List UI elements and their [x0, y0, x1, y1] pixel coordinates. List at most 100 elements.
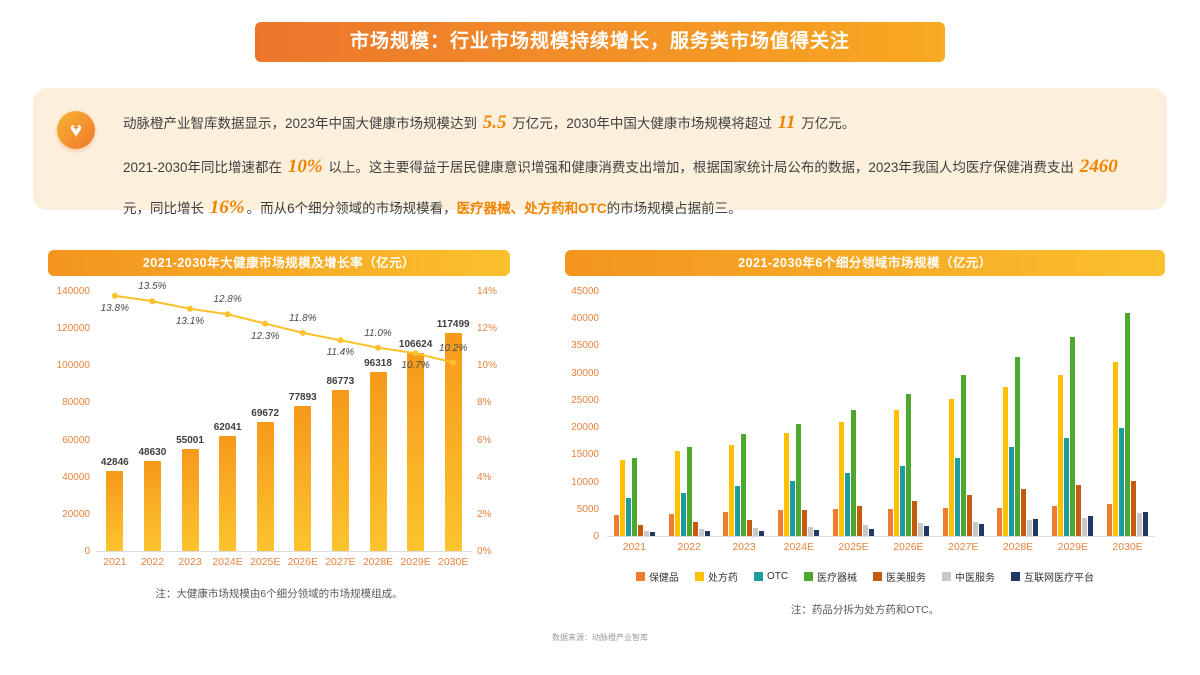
- line-marker: [450, 359, 457, 366]
- y-axis-tick-label: 0%: [477, 546, 492, 557]
- growth-rate-label: 13.1%: [175, 315, 205, 327]
- bar-医疗器械: [796, 423, 802, 536]
- bar-保健品: [887, 508, 893, 536]
- x-axis-tick-label: 2026E: [287, 556, 318, 568]
- chart1-title: 2021-2030年大健康市场规模及增长率（亿元）: [48, 250, 510, 276]
- y-axis-tick-label: 25000: [571, 394, 599, 406]
- bar-保健品: [833, 509, 839, 536]
- body-text: 2021-2030年同比增速都在: [123, 159, 286, 175]
- bar-保健品: [613, 514, 619, 536]
- x-axis-tick-label: 2025E: [250, 556, 281, 568]
- bar-医疗器械: [741, 433, 747, 536]
- y-axis-tick-label: 0: [84, 546, 90, 557]
- plus-glyph: +: [72, 122, 80, 135]
- heart-glyph: ♥: [69, 118, 83, 142]
- x-axis-tick-label: 2023: [732, 541, 756, 553]
- bar-处方药: [893, 410, 899, 536]
- bar-处方药: [784, 432, 790, 536]
- legend-label: 互联网医疗平台: [1024, 573, 1095, 584]
- bar-保健品: [942, 508, 948, 536]
- x-axis-tick-label: 2028E: [362, 556, 394, 568]
- x-axis-tick-label: 2030E: [1112, 541, 1143, 553]
- charts-row: 2021-2030年大健康市场规模及增长率（亿元） 0 20000 40000 600…: [48, 250, 1165, 617]
- legend-label: 医美服务: [886, 573, 927, 584]
- heart-plus-icon: ♥ +: [57, 111, 95, 149]
- bar-value-label: 69672: [251, 407, 280, 419]
- bar-group-2029E: [1045, 336, 1100, 536]
- bar-处方药: [1058, 374, 1064, 536]
- bar-中医服务: [1082, 518, 1088, 536]
- x-axis-tick-label: 2029E: [1057, 541, 1088, 553]
- growth-rate-label: 10.2%: [439, 342, 468, 354]
- bar-2023: [181, 448, 199, 551]
- summary-paragraph-1: 动脉橙产业智库数据显示，2023年中国大健康市场规模达到 5.5 万亿元，203…: [123, 103, 1137, 144]
- bar-中医服务: [972, 521, 978, 536]
- bar-医美服务: [802, 509, 808, 536]
- y-axis-tick-label: 6%: [477, 434, 492, 446]
- highlight-text: 医疗器械、处方药和OTC: [456, 200, 607, 216]
- y-axis-tick-label: 100000: [56, 360, 90, 372]
- x-axis-tick-label: 2030E: [438, 556, 469, 568]
- bar-value-label: 96318: [364, 358, 392, 370]
- legend-label: 医疗器械: [817, 573, 858, 584]
- bar-保健品: [778, 510, 784, 536]
- chart2-title: 2021-2030年6个细分领域市场规模（亿元）: [565, 250, 1165, 276]
- growth-rate-label: 12.8%: [213, 294, 242, 306]
- bar-互联网医疗平台: [869, 528, 875, 536]
- bar-OTC: [735, 486, 741, 536]
- bar-OTC: [1009, 447, 1015, 536]
- line-marker: [299, 329, 306, 336]
- bar-value-label: 55001: [176, 434, 204, 446]
- line-marker: [375, 344, 381, 351]
- legend-item-中医服务: 中医服务: [942, 569, 995, 584]
- bar-保健品: [723, 512, 729, 536]
- body-text: 的市场规模占据前三。: [606, 200, 742, 216]
- y-axis-tick-label: 10%: [477, 360, 498, 372]
- legend-item-处方药: 处方药: [694, 569, 738, 584]
- line-marker: [224, 311, 231, 318]
- y-axis-tick-label: 14%: [477, 286, 498, 297]
- chart1-panel: 2021-2030年大健康市场规模及增长率（亿元） 0 20000 40000 600…: [48, 250, 510, 617]
- bar-互联网医疗平台: [704, 531, 710, 536]
- bar-2021: [106, 471, 124, 551]
- chart2-legend: 保健品 处方药 OTC 医疗器械 医美服务 中医服务 互联网医疗平台: [565, 569, 1165, 584]
- x-axis-tick-label: 2026E: [893, 541, 924, 553]
- x-axis-tick-label: 2027E: [948, 541, 979, 553]
- x-axis-tick-label: 2024E: [783, 541, 814, 553]
- legend-label: 中医服务: [955, 573, 996, 584]
- chart2-panel: 2021-2030年6个细分领域市场规模（亿元） 0 5000 10000 15000…: [565, 250, 1165, 617]
- chart1-plot: 42846 48630 55001 62041 69672 77893 86773 96318…: [96, 281, 472, 552]
- bar-处方药: [619, 459, 625, 536]
- y-axis-tick-label: 2%: [477, 508, 492, 520]
- bar-医疗器械: [1070, 336, 1076, 536]
- y-axis-tick-label: 30000: [571, 367, 599, 379]
- x-axis-tick-label: 2021: [103, 556, 127, 568]
- bar-互联网医疗平台: [923, 525, 929, 536]
- bar-处方药: [674, 451, 680, 536]
- bar-中医服务: [863, 525, 869, 536]
- bar-处方药: [729, 444, 735, 536]
- bar-医美服务: [637, 525, 643, 536]
- growth-rate-label: 13.5%: [138, 281, 167, 293]
- highlight-text: 16%: [209, 196, 245, 218]
- line-marker: [262, 320, 269, 327]
- y-axis-tick-label: 5000: [576, 503, 599, 515]
- chart2-plot: [607, 292, 1155, 537]
- summary-paragraph-2: 2021-2030年同比增速都在 10% 以上。这主要得益于居民健康意识增强和健…: [123, 147, 1137, 229]
- highlight-text: 10%: [287, 155, 323, 177]
- y-axis-tick-label: 80000: [62, 397, 90, 409]
- x-axis-tick-label: 2024E: [212, 556, 243, 568]
- bar-医疗器械: [686, 446, 692, 536]
- bar-中医服务: [643, 531, 649, 536]
- legend-swatch: [1011, 572, 1021, 581]
- legend-label: 处方药: [707, 573, 738, 584]
- bar-处方药: [1113, 361, 1119, 536]
- bar-中医服务: [753, 527, 759, 536]
- legend-swatch: [873, 572, 883, 581]
- bar-2026E: [294, 406, 312, 551]
- x-axis-tick-label: 2029E: [400, 556, 431, 568]
- x-axis-tick-label: 2022: [677, 541, 701, 553]
- bar-医美服务: [966, 494, 972, 536]
- legend-item-医美服务: 医美服务: [873, 569, 926, 584]
- bar-医美服务: [692, 522, 698, 536]
